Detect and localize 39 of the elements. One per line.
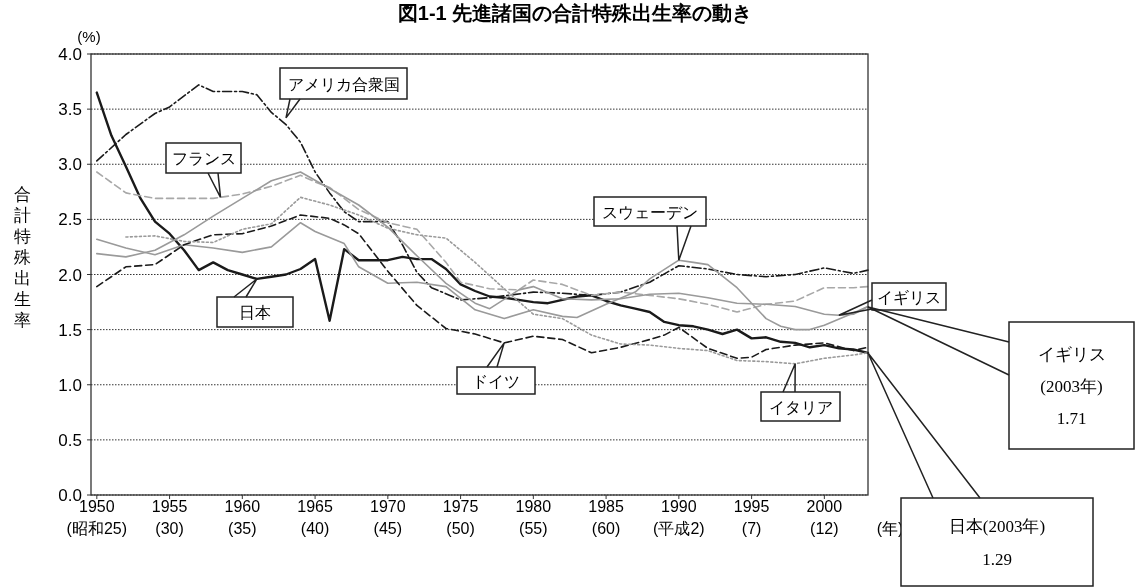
- text: (昭和25): [66, 520, 128, 537]
- x-tick-label: 2000: [806, 498, 843, 515]
- text: (7): [741, 520, 762, 537]
- text: (12): [810, 520, 839, 537]
- text: (55): [519, 520, 548, 537]
- x-tick-label: 1970: [370, 498, 406, 515]
- y-tick-label: 3.0: [58, 155, 82, 175]
- y-tick-label: 3.5: [58, 100, 82, 120]
- annotation: フランス: [171, 150, 236, 167]
- chart-title: 図1-1 先進諸国の合計特殊出生率の動き: [397, 2, 753, 24]
- text: (45): [373, 520, 403, 537]
- annotation: ドイツ: [472, 372, 520, 390]
- x-tick-label: 1960: [224, 498, 261, 515]
- text: (50): [446, 520, 475, 537]
- x-tick-label: 1955: [151, 498, 188, 515]
- y-tick-label: 1.0: [58, 375, 82, 395]
- annotation: アメリカ合衆国: [287, 75, 400, 93]
- x-tick-label: 1990: [661, 498, 697, 515]
- text: (60): [591, 520, 621, 537]
- y-tick-label: 2.5: [58, 210, 82, 230]
- annotation: 日本: [239, 304, 271, 321]
- y-tick-label: 1.5: [58, 320, 82, 340]
- annotation: スウェーデン: [602, 203, 698, 221]
- text: (%): [77, 28, 101, 45]
- x-tick-label: 1975: [442, 498, 479, 515]
- text: (40): [300, 520, 330, 537]
- text: (35): [228, 520, 257, 537]
- y-axis-title: 合計特殊出生率: [13, 185, 31, 330]
- x-tick-label: 1980: [515, 498, 552, 515]
- y-tick-label: 4.0: [58, 45, 82, 64]
- x-tick-label: 1995: [733, 498, 770, 515]
- annotation: イギリス: [877, 288, 941, 306]
- y-tick-label: 2.0: [58, 265, 82, 285]
- text: (平成2): [653, 520, 705, 537]
- annotation: イタリア: [768, 398, 833, 416]
- y-tick-label: 0.5: [58, 430, 82, 450]
- x-tick-label: 1965: [297, 498, 333, 515]
- text: (30): [155, 520, 184, 537]
- x-tick-label: 1985: [588, 498, 624, 515]
